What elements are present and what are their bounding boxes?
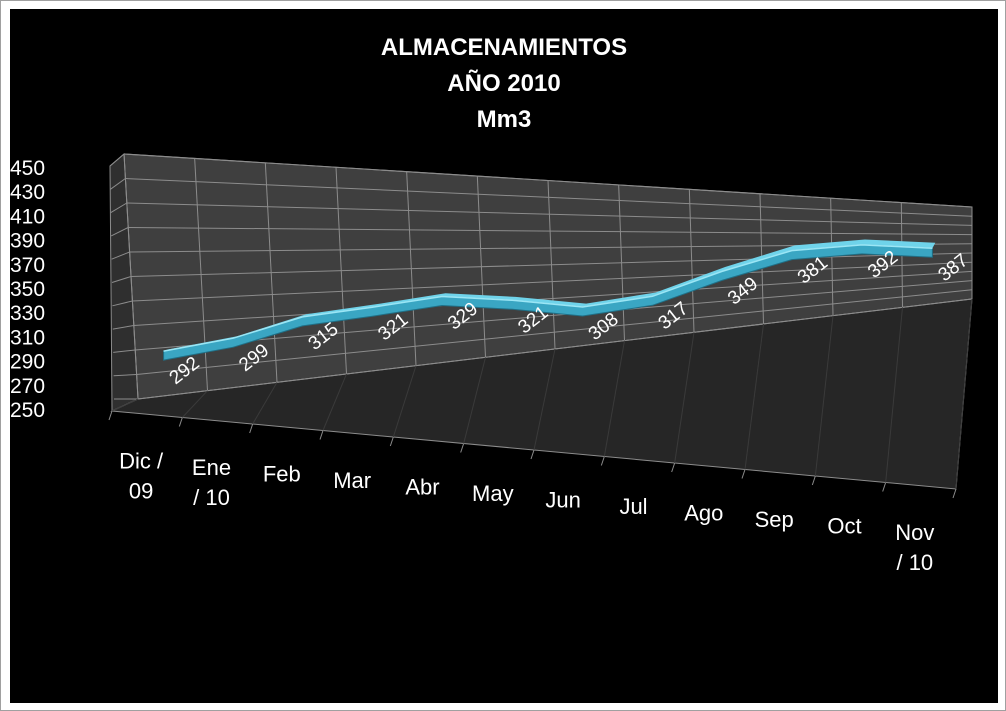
x-tick-mark [952,488,957,499]
y-tick-label: 250 [10,399,45,422]
y-tick-label: 310 [10,326,45,349]
x-tick-mark [460,443,465,453]
y-tick-label: 390 [10,230,45,253]
x-tick-label: / 10 [896,550,933,575]
v-gridline [335,167,347,375]
side-gridline [111,251,130,260]
x-tick-label: / 10 [193,485,230,510]
v-gridline [406,171,417,366]
y-tick-label: 270 [10,375,45,398]
x-tick-mark [811,475,816,486]
side-gridline [111,276,132,283]
chart-title-line: ALMACENAMIENTOS [381,34,627,61]
side-gridline [112,300,133,307]
v-gridline [264,162,278,383]
side-gridline [110,202,128,214]
x-tick-mark [389,436,394,447]
x-tick-label: Mar [333,468,371,493]
floor-divider [181,390,208,418]
side-gridline [110,227,129,237]
side-gridline [113,349,136,353]
y-tick-label: 410 [10,205,45,228]
x-tick-mark [249,423,254,434]
floor-divider [322,373,347,431]
v-gridline [830,198,834,316]
x-tick-label: 09 [129,478,153,503]
floor-divider [885,307,903,483]
floor-divider [533,348,556,451]
side-gridline [112,325,134,330]
x-tick-label: Jun [545,487,580,512]
chart-title-line: Mm3 [477,106,532,133]
floor-divider [463,357,486,444]
x-tick-mark [671,462,676,473]
gridlines [108,153,973,499]
side-gridline [109,153,125,167]
x-tick-mark [319,430,324,440]
y-tick-label: 430 [10,181,45,204]
floor-divider [252,382,278,425]
x-tick-label: Ene [192,455,231,480]
x-tick-mark [882,482,887,492]
y-tick-label: 350 [10,278,45,301]
y-tick-label: 370 [10,254,45,277]
series-line [163,244,933,352]
x-tick-label: Jul [619,494,647,519]
v-gridline [123,153,139,400]
chart-title: ALMACENAMIENTOS AÑO 2010 Mm3 [381,34,627,133]
floor-divider [814,315,834,477]
v-gridline [688,189,695,333]
x-tick-mark [741,469,746,479]
x-tick-label: Feb [263,461,301,486]
floor-divider [392,365,417,438]
x-tick-mark [108,410,113,421]
floor-divider [674,332,695,464]
side-gridline [113,374,137,377]
x-axis: Dic / 09 Ene / 10 Feb Mar Abr May Jun Jul Ago Sep Oc… [119,448,934,575]
x-tick-mark [530,449,535,460]
y-tick-label: 450 [10,157,45,180]
x-tick-label: Abr [405,474,439,499]
x-tick-label: Sep [755,507,794,532]
chart-title-line: AÑO 2010 [447,69,560,97]
y-tick-label: 290 [10,351,45,374]
floor-divider [955,298,973,490]
floor-divider [111,398,139,412]
x-tick-mark [178,417,183,427]
v-gridline [618,184,625,341]
v-gridline [547,180,556,350]
x-tick-mark [600,456,605,466]
x-tick-label: Dic / [119,448,164,473]
v-gridline [476,176,486,358]
x-tick-label: Nov [895,520,934,545]
chart-area: 450 430 410 390 370 350 330 310 290 270 250 Dic / 0… [10,9,998,703]
x-tick-label: Oct [827,513,861,538]
side-gridline [110,178,126,190]
floor-divider [603,340,625,457]
data-series [163,239,936,361]
x-tick-label: Ago [684,500,723,525]
floor-divider [744,323,764,470]
y-tick-label: 330 [10,302,45,325]
x-tick-label: May [472,481,514,506]
